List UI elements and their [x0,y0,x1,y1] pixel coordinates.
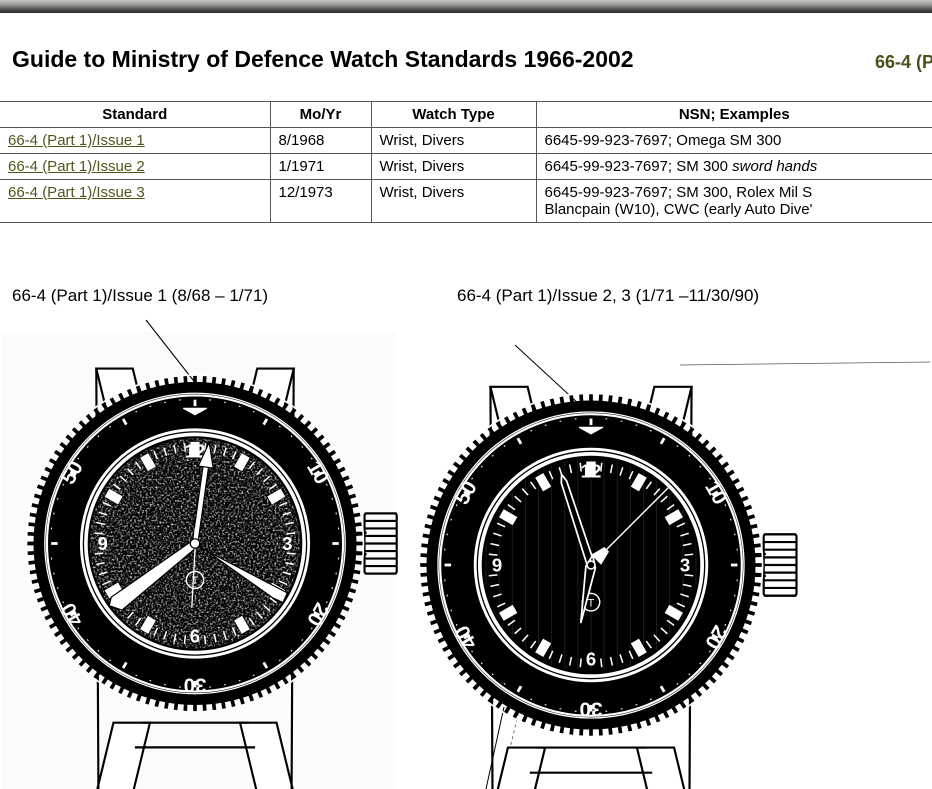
svg-text:30: 30 [184,674,207,696]
svg-text:9: 9 [98,533,108,554]
svg-text:6: 6 [190,625,200,646]
svg-text:9: 9 [492,555,502,576]
svg-text:3: 3 [680,555,690,576]
svg-text:30: 30 [579,698,602,721]
svg-text:T: T [588,597,595,609]
svg-text:12: 12 [581,461,602,482]
svg-text:6: 6 [586,648,596,669]
svg-text:3: 3 [282,533,292,554]
